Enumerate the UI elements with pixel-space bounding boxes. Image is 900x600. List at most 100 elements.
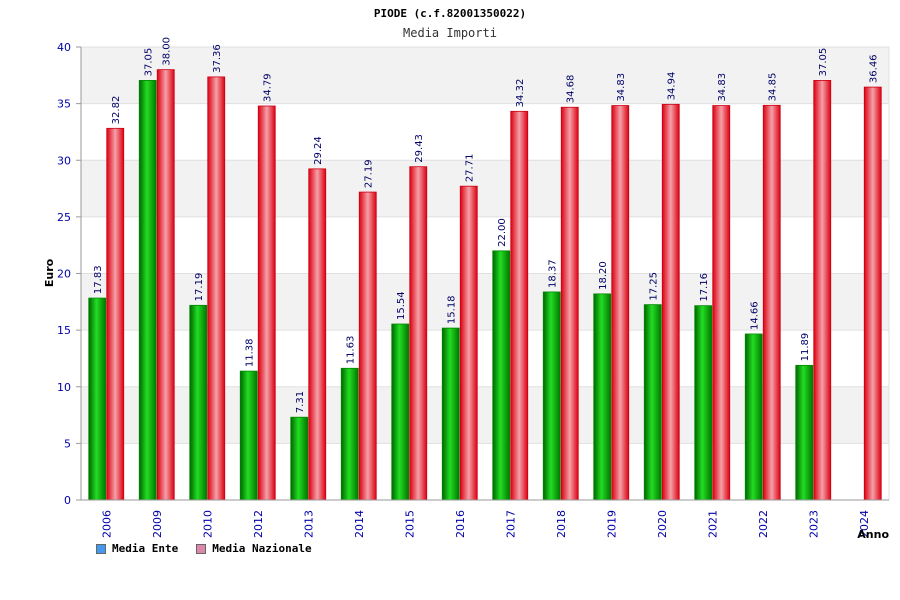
legend-item-media-nazionale: Media Nazionale <box>196 542 312 555</box>
y-axis-ticks: 0 5 10 15 20 25 30 35 40 <box>57 41 81 507</box>
data-label: 34.85 <box>768 73 779 102</box>
data-label: 15.54 <box>396 291 407 320</box>
bar-media-nazionale <box>560 106 579 501</box>
data-label: 18.37 <box>548 259 559 288</box>
bar-media-ente <box>744 333 763 501</box>
x-axis-label: Anno <box>857 528 889 541</box>
x-tick-label: 2013 <box>302 510 315 538</box>
y-tick-label: 5 <box>64 437 71 450</box>
bar-media-ente <box>492 250 511 501</box>
y-tick-label: 20 <box>57 268 71 281</box>
bar-media-ente <box>189 304 208 501</box>
data-label: 29.43 <box>414 134 425 163</box>
bar-media-nazionale <box>661 103 680 501</box>
y-tick-label: 40 <box>57 41 71 54</box>
bar-media-nazionale <box>257 105 276 501</box>
bar-media-ente <box>441 327 460 501</box>
bar-media-nazionale <box>459 185 478 501</box>
data-label: 17.16 <box>699 273 710 302</box>
bar-media-ente <box>694 305 713 501</box>
bar-media-nazionale <box>358 191 377 501</box>
data-label: 37.36 <box>212 44 223 73</box>
bar-media-ente <box>239 370 258 501</box>
bar-media-nazionale <box>409 166 428 501</box>
legend: Media Ente Media Nazionale <box>96 542 312 555</box>
data-labels: 17.83 32.82 37.05 38.00 17.19 37.36 11.38 34.79… <box>93 37 880 413</box>
x-tick-label: 2015 <box>403 510 416 538</box>
data-label: 7.31 <box>295 391 306 413</box>
bar-media-nazionale <box>308 168 327 501</box>
y-tick-label: 15 <box>57 324 71 337</box>
data-label: 22.00 <box>497 218 508 247</box>
bar-media-ente <box>593 293 612 501</box>
data-label: 29.24 <box>313 136 324 165</box>
data-label: 34.32 <box>515 79 526 108</box>
data-label: 38.00 <box>162 37 173 66</box>
data-label: 11.89 <box>800 333 811 362</box>
x-tick-label: 2024 <box>858 510 871 538</box>
legend-item-media-ente: Media Ente <box>96 542 178 555</box>
bar-media-nazionale <box>712 105 731 501</box>
data-label: 37.05 <box>144 48 155 77</box>
data-label: 11.38 <box>245 338 256 367</box>
x-tick-label: 2010 <box>201 510 214 538</box>
data-label: 34.83 <box>717 73 728 102</box>
bar-media-nazionale <box>611 105 630 501</box>
bar-media-ente <box>542 291 561 501</box>
legend-swatch-media-nazionale <box>196 543 207 554</box>
bar-media-ente <box>88 297 107 501</box>
data-label: 32.82 <box>111 96 122 125</box>
x-tick-label: 2018 <box>555 510 568 538</box>
bar-media-ente <box>290 416 309 501</box>
x-tick-label: 2014 <box>353 510 366 538</box>
x-tick-label: 2020 <box>656 510 669 538</box>
legend-swatch-media-ente <box>96 543 106 554</box>
data-label: 37.05 <box>818 48 829 77</box>
data-label: 17.83 <box>93 265 104 294</box>
bar-media-ente <box>795 364 814 501</box>
bar-media-nazionale <box>762 104 781 501</box>
bar-media-ente <box>340 367 359 501</box>
bars <box>88 69 882 501</box>
bar-media-ente <box>138 80 157 501</box>
bar-media-nazionale <box>156 69 175 501</box>
data-label: 34.68 <box>566 75 577 104</box>
x-tick-label: 2009 <box>151 510 164 538</box>
y-axis-label: Euro <box>43 258 56 287</box>
bar-media-nazionale <box>813 80 832 501</box>
y-tick-label: 10 <box>57 381 71 394</box>
x-tick-label: 2006 <box>100 510 113 538</box>
bar-media-ente <box>391 323 410 501</box>
x-axis-ticks: 2006 2009 2010 2012 2013 2014 2015 2016 2017 2018… <box>100 510 871 538</box>
data-label: 34.94 <box>667 72 678 101</box>
y-tick-label: 35 <box>57 98 71 111</box>
data-label: 11.63 <box>346 336 357 365</box>
data-label: 27.71 <box>465 154 476 183</box>
y-tick-label: 0 <box>64 494 71 507</box>
bar-media-nazionale <box>863 86 882 501</box>
data-label: 15.18 <box>447 295 458 324</box>
x-tick-label: 2012 <box>252 510 265 538</box>
bar-media-nazionale <box>207 76 226 501</box>
legend-label-media-ente: Media Ente <box>112 542 179 555</box>
chart-title: PIODE (c.f.82001350022) <box>374 7 526 20</box>
bar-media-nazionale <box>106 127 125 501</box>
data-label: 36.46 <box>869 54 880 83</box>
x-tick-label: 2016 <box>454 510 467 538</box>
x-tick-label: 2017 <box>504 510 517 538</box>
data-label: 27.19 <box>364 159 375 188</box>
data-label: 34.83 <box>616 73 627 102</box>
x-tick-label: 2019 <box>605 510 618 538</box>
data-label: 17.19 <box>194 273 205 302</box>
x-tick-label: 2023 <box>807 510 820 538</box>
x-tick-label: 2022 <box>757 510 770 538</box>
data-label: 17.25 <box>649 272 660 301</box>
y-tick-label: 30 <box>57 154 71 167</box>
y-tick-label: 25 <box>57 211 71 224</box>
data-label: 34.79 <box>263 73 274 102</box>
data-label: 18.20 <box>598 261 609 290</box>
x-tick-label: 2021 <box>706 510 719 538</box>
chart-subtitle: Media Importi <box>403 26 497 40</box>
bar-media-nazionale <box>510 110 529 501</box>
